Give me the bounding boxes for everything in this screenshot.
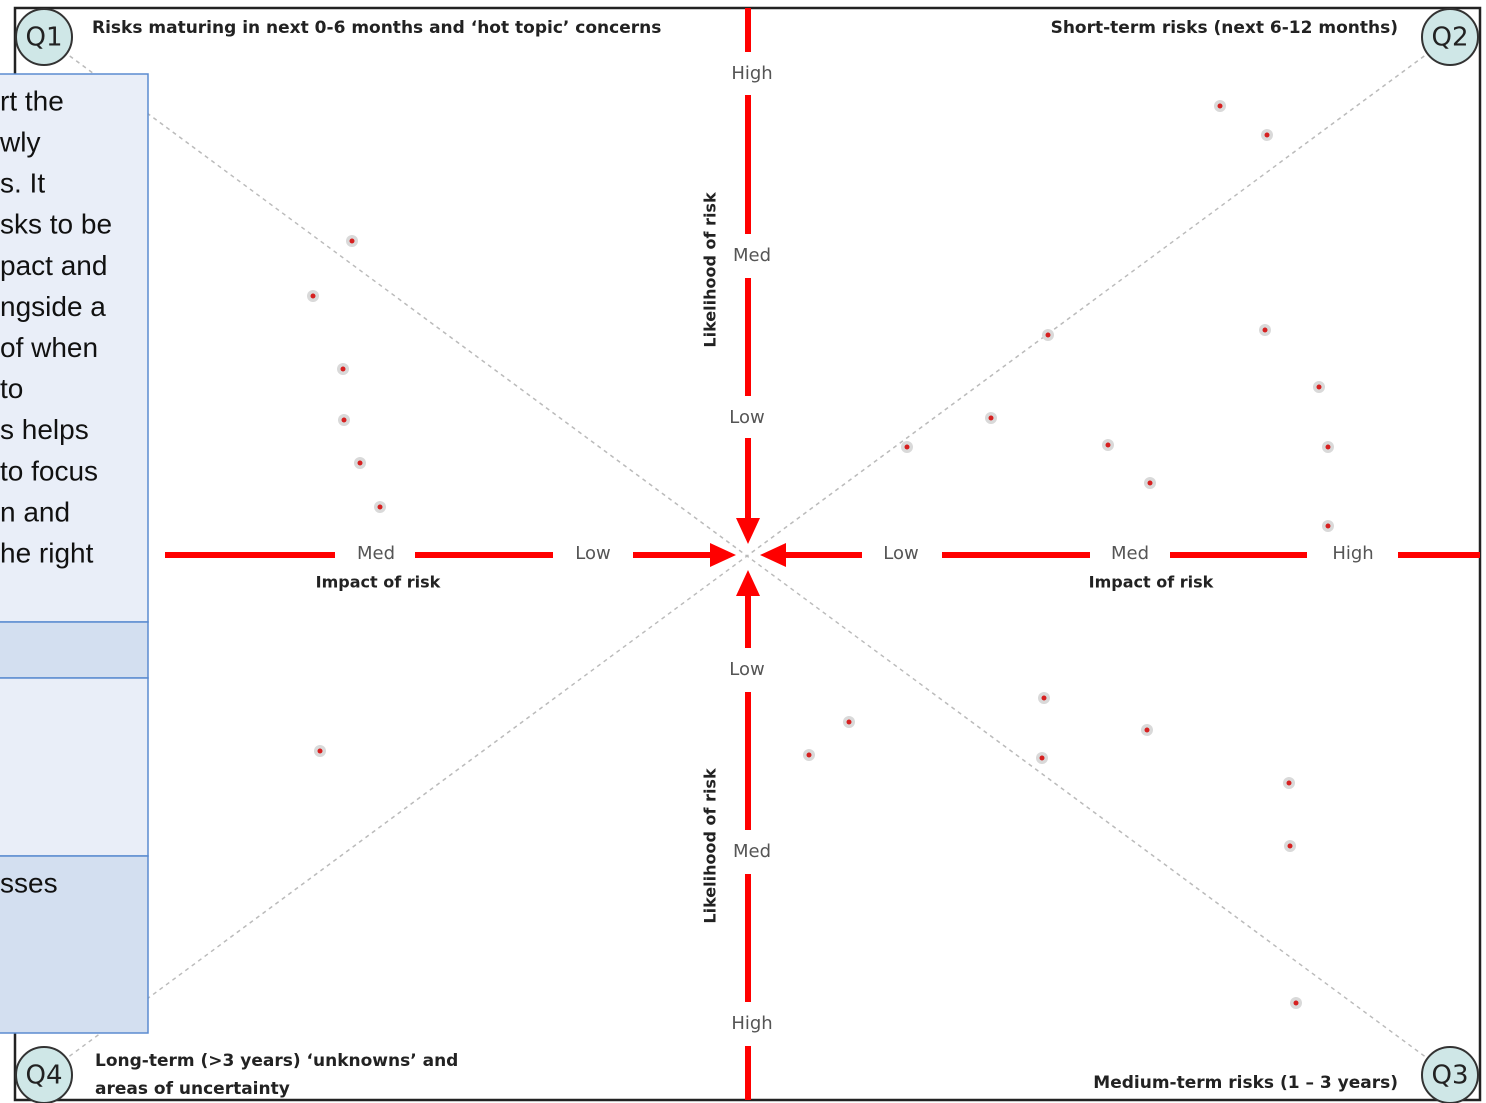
- quadrant-badge: Q2: [1421, 8, 1479, 66]
- risk-dots: [307, 100, 1334, 1009]
- impact-axis: [165, 543, 1480, 567]
- level-label: Low: [883, 543, 918, 564]
- risk-dot-center: [1286, 780, 1292, 786]
- level-label: Med: [733, 245, 771, 266]
- quadrant-label: Risks maturing in next 0-6 months and ‘h…: [92, 18, 661, 38]
- level-label: Low: [729, 407, 764, 428]
- risk-dot-center: [357, 460, 363, 466]
- risk-dot-center: [1262, 327, 1268, 333]
- quadrant-label: areas of uncertainty: [95, 1079, 290, 1099]
- panel-text: s helps: [0, 414, 89, 445]
- axis-title: Likelihood of risk: [701, 192, 720, 348]
- risk-dot-center: [1147, 480, 1153, 486]
- level-label: Low: [575, 543, 610, 564]
- axis-title: Impact of risk: [1089, 573, 1214, 592]
- quadrant-id: Q3: [1431, 1061, 1468, 1091]
- quadrant-badge: Q1: [15, 8, 73, 66]
- risk-dot-center: [1045, 332, 1051, 338]
- risk-dot-center: [904, 444, 910, 450]
- risk-dot-center: [1287, 843, 1293, 849]
- quadrant-id: Q2: [1431, 23, 1468, 53]
- panel-text: sses: [0, 867, 58, 898]
- level-label: Med: [357, 543, 395, 564]
- panel-text: s. It: [0, 168, 45, 199]
- risk-dot-center: [1217, 103, 1223, 109]
- risk-dot-center: [377, 504, 383, 510]
- side-panel: rt the wly s. It sks to be pact and ngside a o…: [0, 73, 149, 1034]
- panel-text: pact and: [0, 250, 107, 281]
- panel-text: n and: [0, 496, 70, 527]
- panel-text: wly: [0, 126, 40, 157]
- level-label: Low: [729, 659, 764, 680]
- risk-dot-center: [341, 417, 347, 423]
- panel-text: to focus: [0, 455, 98, 486]
- level-label: Med: [733, 841, 771, 862]
- risk-dot-center: [1293, 1000, 1299, 1006]
- risk-dot-center: [846, 719, 852, 725]
- risk-dot-center: [1264, 132, 1270, 138]
- panel-text: he right: [0, 537, 94, 568]
- level-label: High: [731, 1013, 772, 1034]
- quadrant-badge: Q3: [1421, 1046, 1479, 1103]
- risk-dot-center: [1105, 442, 1111, 448]
- quadrant-label: Long-term (>3 years) ‘unknowns’ and: [95, 1051, 458, 1071]
- quadrant-label: Medium-term risks (1 – 3 years): [1093, 1073, 1398, 1093]
- quadrant-id: Q4: [25, 1061, 62, 1091]
- level-label: High: [731, 63, 772, 84]
- panel-text: to: [0, 373, 23, 404]
- risk-dot-center: [317, 748, 323, 754]
- risk-dot-center: [1144, 727, 1150, 733]
- quadrant-id: Q1: [25, 23, 62, 53]
- risk-dot-center: [1041, 695, 1047, 701]
- risk-dot-center: [349, 238, 355, 244]
- diagonal: [43, 36, 1451, 1076]
- level-label: Med: [1111, 543, 1149, 564]
- risk-dot-center: [1039, 755, 1045, 761]
- panel-text: of when: [0, 332, 98, 363]
- risk-dot-center: [806, 752, 812, 758]
- risk-dot-center: [1325, 444, 1331, 450]
- quadrant-badge: Q4: [15, 1046, 73, 1103]
- risk-dot-center: [988, 415, 994, 421]
- risk-dot-center: [1316, 384, 1322, 390]
- risk-dot-center: [310, 293, 316, 299]
- panel-text: rt the: [0, 85, 64, 116]
- panel-text: ngside a: [0, 291, 106, 322]
- quadrant-label: Short-term risks (next 6-12 months): [1051, 18, 1398, 38]
- risk-dot-center: [340, 366, 346, 372]
- axis-title: Impact of risk: [316, 573, 441, 592]
- level-label: High: [1332, 543, 1373, 564]
- panel-text: sks to be: [0, 209, 112, 240]
- likelihood-axis: [736, 8, 760, 1100]
- axis-title: Likelihood of risk: [701, 768, 720, 924]
- risk-dot-center: [1325, 523, 1331, 529]
